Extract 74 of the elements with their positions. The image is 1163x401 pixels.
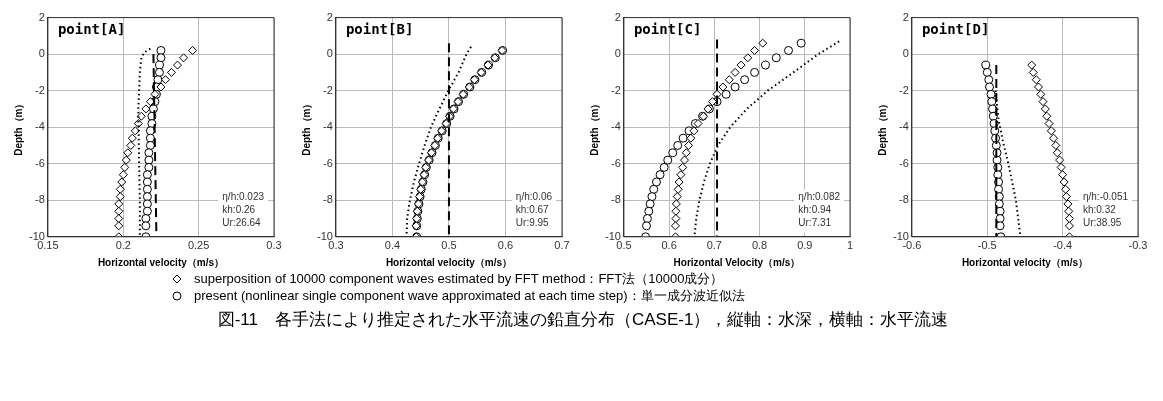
y-tick-label: 2 — [38, 10, 45, 23]
x-tick-label: 0.6 — [661, 239, 677, 252]
annotation: kh:0.67 — [515, 203, 550, 215]
x-tick-label: -0.6 — [902, 239, 922, 252]
x-axis-title: Horizontal velocity（m/s） — [385, 256, 513, 268]
x-tick-label: -0.4 — [1053, 239, 1073, 252]
y-tick-label: -10 — [28, 229, 45, 242]
x-tick-label: 0.7 — [706, 239, 722, 252]
x-tick-label: 0.3 — [266, 239, 282, 252]
y-tick-label: -10 — [604, 229, 621, 242]
annotation: Ur:9.95 — [515, 216, 550, 228]
y-tick-label: -10 — [316, 229, 333, 242]
x-tick-label: -0.5 — [977, 239, 997, 252]
annotation: kh:0.94 — [798, 203, 832, 215]
chart-title: point[D] — [921, 21, 990, 38]
y-axis-title: Depth（m） — [588, 98, 600, 156]
chart-title: point[B] — [345, 21, 414, 38]
y-tick-label: -2 — [323, 83, 333, 96]
y-axis-title: Depth（m） — [876, 98, 888, 156]
annotation: Ur:7.31 — [798, 216, 832, 228]
annotation: η/h:0.082 — [798, 190, 841, 202]
x-tick-label: 0.8 — [751, 239, 768, 252]
y-tick-label: -8 — [611, 193, 621, 206]
y-tick-label: -2 — [611, 83, 621, 96]
y-tick-label: -6 — [35, 156, 45, 169]
y-tick-label: 0 — [614, 47, 621, 60]
y-tick-label: -6 — [611, 156, 621, 169]
chart-title: point[A] — [57, 21, 126, 38]
x-tick-label: 0.5 — [616, 239, 632, 252]
legend-label: present (nonlinear single component wave approximated at each time step)：単一成分波近似法 — [194, 287, 745, 304]
x-axis-title: Horizontal velocity（m/s） — [97, 256, 225, 268]
y-axis-title: Depth（m） — [12, 98, 24, 156]
x-tick-label: 0.6 — [497, 239, 514, 252]
x-tick-label: 1 — [846, 239, 854, 252]
y-tick-label: -8 — [323, 193, 333, 206]
annotation: η/h:-0.051 — [1082, 190, 1129, 202]
y-tick-label: -4 — [35, 120, 45, 133]
x-tick-label: 0.7 — [554, 239, 570, 252]
y-tick-label: -10 — [892, 229, 909, 242]
legend-label: superposition of 10000 component waves estimated by FFT method：FFT法（10000成分） — [194, 270, 724, 287]
y-tick-label: -8 — [899, 193, 909, 206]
y-tick-label: -8 — [35, 193, 45, 206]
y-tick-label: 0 — [38, 47, 45, 60]
x-tick-label: 0.25 — [187, 239, 210, 252]
annotation: kh:0.26 — [222, 203, 256, 215]
y-tick-label: 2 — [614, 10, 621, 23]
annotation: kh:0.32 — [1082, 203, 1117, 215]
x-tick-label: 0.2 — [115, 239, 131, 252]
annotation: η/h:0.023 — [222, 190, 265, 202]
y-tick-label: 2 — [326, 10, 333, 23]
y-tick-label: -4 — [899, 120, 909, 133]
x-tick-label: -0.3 — [1128, 239, 1148, 252]
y-tick-label: 2 — [902, 10, 909, 23]
chart-title: point[C] — [633, 21, 702, 38]
y-tick-label: -6 — [899, 156, 909, 169]
y-tick-label: -4 — [611, 120, 621, 133]
annotation: Ur:38.95 — [1082, 216, 1122, 228]
y-tick-label: 0 — [326, 47, 333, 60]
x-tick-label: 0.5 — [441, 239, 457, 252]
x-tick-label: 0.4 — [384, 239, 401, 252]
y-tick-label: 0 — [902, 47, 909, 60]
y-tick-label: -2 — [35, 83, 45, 96]
x-tick-label: 0.15 — [37, 239, 59, 252]
annotation: Ur:26.64 — [222, 216, 262, 228]
annotation: η/h:0.06 — [515, 190, 553, 202]
y-axis-title: Depth（m） — [300, 98, 312, 156]
y-tick-label: -2 — [899, 83, 909, 96]
y-tick-label: -6 — [323, 156, 333, 169]
x-axis-title: Horizontal Velocity（m/s） — [673, 256, 801, 268]
text: 図-11 各手法により推定された水平流速の鉛直分布（CASE-1），縦軸：水深，横軸：水平流速 — [216, 309, 950, 331]
x-tick-label: 0.9 — [797, 239, 813, 252]
x-tick-label: 0.3 — [328, 239, 344, 252]
y-tick-label: -4 — [323, 120, 333, 133]
x-axis-title: Horizontal velocity（m/s） — [961, 256, 1089, 268]
